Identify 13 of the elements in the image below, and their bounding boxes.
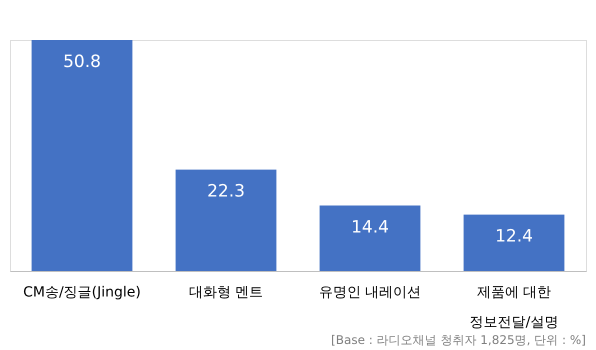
data-label: 14.4 [351, 218, 389, 238]
text: [Base : 라디오채널 청취자 1,825명, 단위 : %] [331, 333, 586, 347]
x-tick-label: CM송/징글(Jingle) [23, 284, 141, 300]
x-tick-label: 대화형 멘트 [188, 284, 264, 300]
data-label: 12.4 [495, 226, 533, 247]
bar [176, 170, 276, 271]
data-label: 22.3 [207, 182, 245, 202]
data-label: 50.8 [63, 52, 101, 72]
x-tick-label: 유명인 내레이션 [318, 284, 422, 300]
bar [32, 40, 132, 271]
bar [320, 206, 420, 271]
bar [464, 214, 564, 271]
x-tick-label: 제품에 대한 정보전달/설명 [470, 284, 558, 330]
